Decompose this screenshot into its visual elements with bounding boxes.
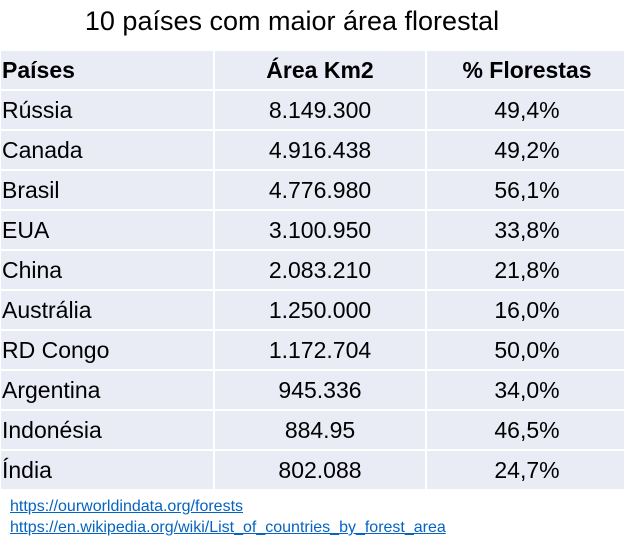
table-row: Austrália 1.250.000 16,0% — [1, 291, 624, 329]
table-row: Canada 4.916.438 49,2% — [1, 131, 624, 169]
area-cell: 802.088 — [213, 451, 425, 489]
country-cell: Brasil — [1, 171, 213, 209]
area-cell: 4.776.980 — [213, 171, 425, 209]
table-row: Indonésia 884.95 46,5% — [1, 411, 624, 449]
area-cell: 1.250.000 — [213, 291, 425, 329]
column-header-country: Países — [1, 51, 213, 89]
source-link-ourworldindata[interactable]: https://ourworldindata.org/forests — [10, 498, 244, 515]
country-cell: RD Congo — [1, 331, 213, 369]
country-cell: Rússia — [1, 91, 213, 129]
forest-percent-cell: 56,1% — [425, 171, 624, 209]
country-cell: Canada — [1, 131, 213, 169]
country-cell: Índia — [1, 451, 213, 489]
forest-percent-cell: 16,0% — [425, 291, 624, 329]
table-row: RD Congo 1.172.704 50,0% — [1, 331, 624, 369]
forest-percent-cell: 21,8% — [425, 251, 624, 289]
country-cell: Austrália — [1, 291, 213, 329]
area-cell: 945.336 — [213, 371, 425, 409]
sources-list: https://ourworldindata.org/forests https… — [10, 496, 446, 538]
area-cell: 4.916.438 — [213, 131, 425, 169]
area-cell: 2.083.210 — [213, 251, 425, 289]
table-row: China 2.083.210 21,8% — [1, 251, 624, 289]
forest-percent-cell: 46,5% — [425, 411, 624, 449]
forest-percent-cell: 49,2% — [425, 131, 624, 169]
forest-area-table: Países Área Km2 % Florestas Rússia 8.149… — [1, 49, 624, 491]
table-header-row: Países Área Km2 % Florestas — [1, 51, 624, 89]
country-cell: EUA — [1, 211, 213, 249]
column-header-area: Área Km2 — [213, 51, 425, 89]
column-header-forest-percent: % Florestas — [425, 51, 624, 89]
source-link-wikipedia[interactable]: https://en.wikipedia.org/wiki/List_of_co… — [10, 519, 446, 536]
page-title: 10 países com maior área florestal — [84, 6, 500, 36]
area-cell: 8.149.300 — [213, 91, 425, 129]
table-row: EUA 3.100.950 33,8% — [1, 211, 624, 249]
forest-percent-cell: 24,7% — [425, 451, 624, 489]
area-cell: 3.100.950 — [213, 211, 425, 249]
table-row: Brasil 4.776.980 56,1% — [1, 171, 624, 209]
table-row: Argentina 945.336 34,0% — [1, 371, 624, 409]
area-cell: 884.95 — [213, 411, 425, 449]
table-row: Índia 802.088 24,7% — [1, 451, 624, 489]
area-cell: 1.172.704 — [213, 331, 425, 369]
table-row: Rússia 8.149.300 49,4% — [1, 91, 624, 129]
forest-percent-cell: 33,8% — [425, 211, 624, 249]
country-cell: Argentina — [1, 371, 213, 409]
country-cell: China — [1, 251, 213, 289]
forest-percent-cell: 49,4% — [425, 91, 624, 129]
country-cell: Indonésia — [1, 411, 213, 449]
forest-percent-cell: 34,0% — [425, 371, 624, 409]
forest-percent-cell: 50,0% — [425, 331, 624, 369]
